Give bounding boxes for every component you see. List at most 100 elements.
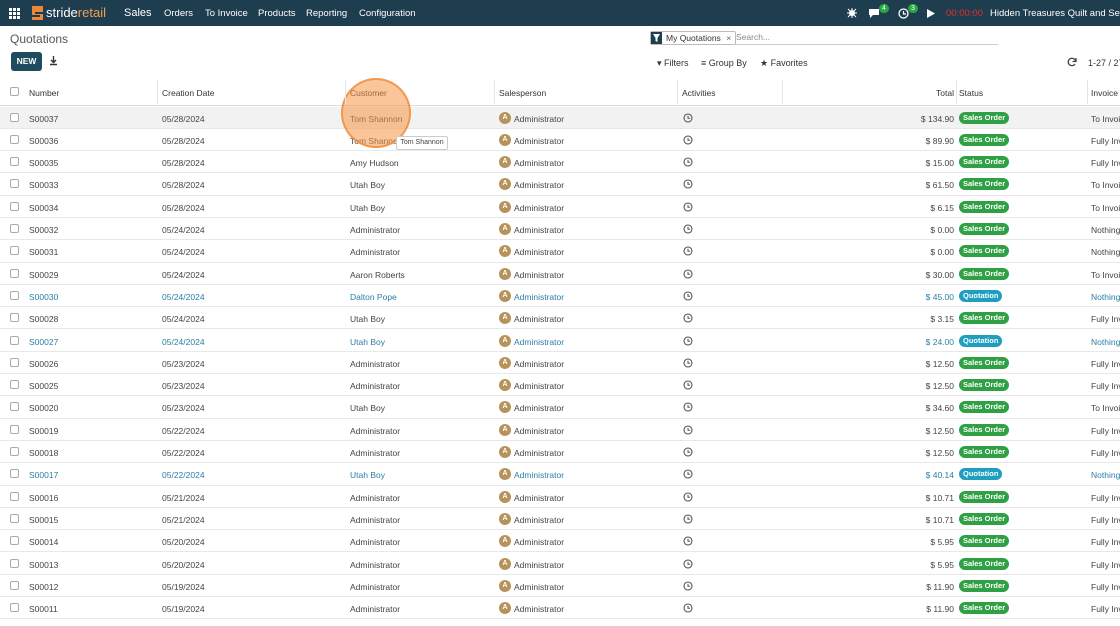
activity-icon[interactable] (683, 291, 693, 303)
pager[interactable]: 1-27 / 27 (1088, 58, 1120, 68)
table-row[interactable]: S00034 05/28/2024 Utah Boy A Administrator $ … (0, 196, 1120, 218)
row-checkbox[interactable] (10, 603, 19, 613)
row-checkbox[interactable] (10, 424, 19, 434)
table-row[interactable]: S00019 05/22/2024 Administrator A Administra… (0, 419, 1120, 441)
activity-icon[interactable] (683, 425, 693, 437)
activity-icon[interactable] (683, 135, 693, 147)
activity-icon[interactable] (683, 157, 693, 169)
activity-icon[interactable] (683, 581, 693, 593)
activity-icon[interactable] (683, 536, 693, 548)
table-row[interactable]: S00011 05/19/2024 Administrator A Administra… (0, 597, 1120, 620)
table-row[interactable]: S00018 05/22/2024 Administrator A Administra… (0, 441, 1120, 464)
row-checkbox[interactable] (10, 179, 19, 189)
company-name[interactable]: Hidden Treasures Quilt and Sew (990, 8, 1120, 19)
column-header[interactable]: Total (936, 88, 954, 98)
table-row[interactable]: S00027 05/24/2024 Utah Boy A Administrator $ … (0, 330, 1120, 352)
row-checkbox[interactable] (10, 402, 19, 412)
table-row[interactable]: S00026 05/23/2024 Administrator A Administra… (0, 352, 1120, 375)
row-checkbox[interactable] (10, 201, 19, 211)
row-checkbox[interactable] (10, 290, 19, 300)
activity-icon[interactable] (683, 179, 693, 191)
table-row[interactable]: S00017 05/22/2024 Utah Boy A Administrator $ … (0, 463, 1120, 486)
table-row[interactable]: S00030 05/24/2024 Dalton Pope A Administrato… (0, 285, 1120, 308)
row-checkbox[interactable] (10, 335, 19, 345)
row-checkbox[interactable] (10, 469, 19, 479)
menu-item[interactable]: To Invoice (205, 8, 248, 19)
row-checkbox[interactable] (10, 380, 19, 390)
row-checkbox[interactable] (10, 580, 19, 590)
column-header[interactable]: Number (29, 88, 60, 98)
menu-item[interactable]: Products (258, 8, 296, 19)
group-by-button[interactable]: ≡ Group By (701, 58, 747, 68)
activity-icon[interactable] (683, 335, 693, 348)
table-row[interactable]: S00016 05/21/2024 Administrator A Administra… (0, 486, 1120, 508)
chat-icon[interactable] (868, 8, 880, 19)
table-row[interactable]: S00032 05/24/2024 Administrator A Administra… (0, 218, 1120, 241)
table-row[interactable]: S00033 05/28/2024 Utah Boy A Administrator $ … (0, 173, 1120, 196)
row-checkbox[interactable] (10, 357, 19, 367)
table-row[interactable]: S00031 05/24/2024 Administrator A Administra… (0, 240, 1120, 263)
brand[interactable]: strideretail (46, 5, 106, 20)
filters-button[interactable]: ▾ Filters (657, 58, 689, 68)
table-row[interactable]: S00029 05/24/2024 Aaron Roberts A Administra… (0, 263, 1120, 285)
activity-icon[interactable] (683, 380, 693, 392)
row-checkbox[interactable] (10, 513, 19, 523)
column-header[interactable]: Creation Date (162, 88, 215, 98)
activity-icon[interactable] (683, 269, 693, 281)
menu-item[interactable]: Reporting (306, 8, 348, 19)
column-header[interactable]: Status (959, 88, 984, 98)
debug-icon[interactable] (847, 8, 857, 18)
refresh-icon[interactable] (1067, 57, 1077, 67)
activity-icon[interactable] (898, 8, 909, 19)
activity-icon[interactable] (683, 603, 693, 615)
row-checkbox[interactable] (10, 447, 19, 456)
favorites-button[interactable]: ★ Favorites (760, 58, 808, 68)
row-checkbox[interactable] (10, 224, 19, 233)
creation-date: 05/23/2024 (162, 381, 205, 392)
row-checkbox[interactable] (10, 558, 19, 568)
new-button[interactable]: NEW (11, 52, 42, 71)
search-input[interactable]: Search... (733, 31, 998, 45)
activity-icon[interactable] (683, 447, 693, 459)
table-row[interactable]: S00013 05/20/2024 Administrator A Administra… (0, 553, 1120, 575)
row-checkbox[interactable] (10, 157, 19, 167)
table-row[interactable]: S00014 05/20/2024 Administrator A Administra… (0, 530, 1120, 553)
row-checkbox[interactable] (10, 491, 19, 501)
table-row[interactable]: S00020 05/23/2024 Utah Boy A Administrator $ … (0, 396, 1120, 419)
app-name[interactable]: Sales (124, 7, 152, 19)
activity-icon[interactable] (683, 224, 693, 236)
row-checkbox[interactable] (10, 134, 19, 144)
table-row[interactable]: S00012 05/19/2024 Administrator A Administra… (0, 575, 1120, 598)
apps-icon[interactable] (9, 8, 20, 19)
column-header[interactable]: Activities (682, 88, 716, 98)
activity-icon[interactable] (683, 558, 693, 571)
activity-icon[interactable] (683, 514, 693, 526)
download-icon[interactable] (49, 56, 58, 66)
activity-icon[interactable] (683, 202, 693, 214)
table-row[interactable]: S00025 05/23/2024 Administrator A Administra… (0, 374, 1120, 397)
menu-item[interactable]: Configuration (359, 8, 416, 19)
menu-item[interactable]: Orders (164, 8, 194, 19)
activity-icon[interactable] (683, 358, 693, 370)
table-row[interactable]: S00015 05/21/2024 Administrator A Administra… (0, 508, 1120, 531)
row-checkbox[interactable] (10, 268, 19, 278)
column-header[interactable]: Invoice (1091, 88, 1118, 98)
activity-icon[interactable] (683, 402, 693, 414)
timer-play[interactable] (927, 9, 935, 18)
activity-icon[interactable] (683, 469, 693, 481)
activity-icon[interactable] (683, 112, 693, 125)
table-row[interactable]: S00028 05/24/2024 Utah Boy A Administrator $ … (0, 307, 1120, 330)
activity-icon[interactable] (683, 313, 693, 325)
select-all-checkbox[interactable] (10, 87, 19, 96)
column-header[interactable]: Salesperson (499, 88, 547, 98)
row-checkbox[interactable] (10, 536, 19, 546)
activity-icon[interactable] (683, 492, 693, 504)
table-row[interactable]: S00035 05/28/2024 Amy Hudson A Administrator… (0, 151, 1120, 174)
row-checkbox[interactable] (10, 313, 19, 323)
facet-remove[interactable]: × (726, 33, 732, 43)
row-checkbox[interactable] (10, 246, 19, 256)
table-row[interactable]: S00036 05/28/2024 Tom Shannon AAdministrato… (0, 129, 1120, 152)
activity-icon[interactable] (683, 246, 693, 258)
row-checkbox[interactable] (10, 112, 19, 122)
